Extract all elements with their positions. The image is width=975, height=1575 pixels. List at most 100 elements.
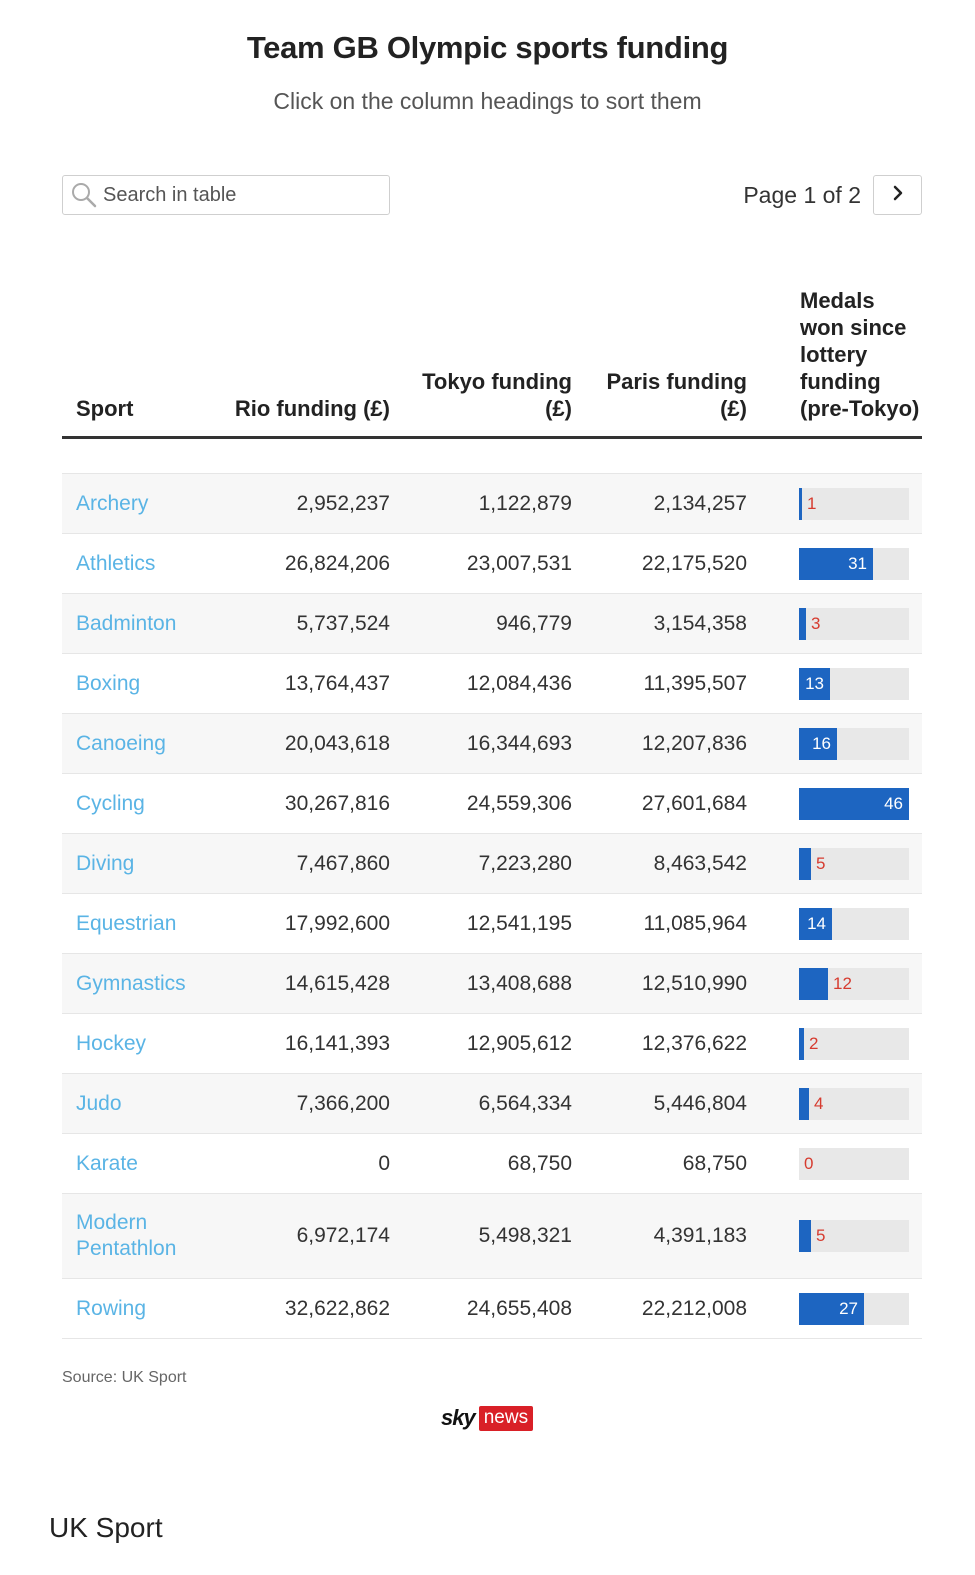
paris-funding-cell: 2,134,257 — [653, 491, 747, 515]
tokyo-funding-cell: 23,007,531 — [466, 551, 572, 575]
tokyo-funding-cell: 1,122,879 — [478, 491, 572, 515]
paris-funding-cell: 5,446,804 — [653, 1091, 747, 1115]
sport-link[interactable]: Equestrian — [76, 911, 177, 935]
medals-value: 1 — [807, 493, 817, 513]
next-page-button[interactable] — [873, 175, 922, 215]
medals-cell: 1 — [799, 474, 909, 533]
rio-funding-cell: 6,972,174 — [296, 1224, 390, 1247]
medals-cell: 4 — [799, 1074, 909, 1133]
paris-funding-cell: 22,175,520 — [641, 551, 747, 575]
table-row: Modern Pentathlon 6,972,174 5,498,321 4,391… — [62, 1194, 922, 1279]
rio-funding-cell: 2,952,237 — [296, 491, 390, 515]
tokyo-funding-cell: 12,084,436 — [466, 671, 572, 695]
table-row: Diving 7,467,860 7,223,280 8,463,542 5 — [62, 834, 922, 894]
rio-funding-cell: 14,615,428 — [284, 971, 390, 995]
sport-link[interactable]: Diving — [76, 851, 135, 875]
sport-link[interactable]: Boxing — [76, 671, 141, 695]
sport-link[interactable]: Gymnastics — [76, 971, 186, 995]
medals-bar — [799, 967, 828, 1000]
column-header-medals[interactable]: Medals won since lottery funding (pre-To… — [800, 288, 920, 421]
medals-cell: 46 — [799, 774, 909, 833]
sport-link[interactable]: Judo — [76, 1091, 122, 1115]
medals-cell: 2 — [799, 1014, 909, 1073]
tokyo-funding-cell: 5,498,321 — [478, 1224, 572, 1247]
medals-bar — [799, 1220, 811, 1252]
table-header: Sport Rio funding (£) Tokyo funding (£) … — [62, 255, 922, 439]
medals-cell: 5 — [799, 834, 909, 893]
paris-funding-cell: 68,750 — [682, 1151, 747, 1175]
sport-link[interactable]: Karate — [76, 1151, 138, 1175]
medals-bar-track: 16 — [799, 727, 909, 760]
sport-link[interactable]: Hockey — [76, 1031, 147, 1055]
paris-funding-cell: 8,463,542 — [653, 851, 747, 875]
medals-cell: 12 — [799, 954, 909, 1013]
rio-funding-cell: 30,267,816 — [284, 791, 390, 815]
medals-bar — [799, 1087, 809, 1120]
medals-value: 16 — [812, 733, 831, 753]
tokyo-funding-cell: 12,541,195 — [466, 911, 572, 935]
search-input[interactable] — [103, 183, 373, 207]
medals-bar-track: 1 — [799, 487, 909, 520]
table-row: Rowing 32,622,862 24,655,408 22,212,008 27 — [62, 1279, 922, 1339]
medals-cell: 16 — [799, 714, 909, 773]
medals-bar-track: 0 — [799, 1147, 909, 1180]
medals-cell: 27 — [799, 1279, 909, 1338]
table-row: Canoeing 20,043,618 16,344,693 12,207,836 16 — [62, 714, 922, 774]
medals-bar-track: 14 — [799, 907, 909, 940]
medals-value: 0 — [804, 1153, 814, 1173]
column-header-tokyo-funding[interactable]: Tokyo funding (£) — [422, 369, 572, 421]
rio-funding-cell: 16,141,393 — [284, 1031, 390, 1055]
medals-bar — [799, 667, 830, 700]
medals-value: 12 — [833, 973, 852, 993]
medals-bar-track: 5 — [799, 1220, 909, 1252]
chevron-right-icon — [891, 184, 905, 207]
sport-link[interactable]: Archery — [76, 491, 149, 515]
source-note: Source: UK Sport — [62, 1369, 187, 1386]
medals-bar-track: 31 — [799, 547, 909, 580]
rio-funding-cell: 13,764,437 — [284, 671, 390, 695]
table-row: Boxing 13,764,437 12,084,436 11,395,507 13 — [62, 654, 922, 714]
sport-link[interactable]: Badminton — [76, 611, 177, 635]
tokyo-funding-cell: 24,655,408 — [466, 1296, 572, 1320]
logo-sky-text: sky — [441, 1405, 476, 1430]
medals-bar — [799, 547, 873, 580]
medals-value: 5 — [816, 853, 826, 873]
medals-bar-track: 2 — [799, 1027, 909, 1060]
search-box[interactable] — [62, 175, 390, 215]
paris-funding-cell: 27,601,684 — [641, 791, 747, 815]
medals-bar — [799, 787, 909, 820]
table-row: Karate 0 68,750 68,750 0 — [62, 1134, 922, 1194]
rio-funding-cell: 20,043,618 — [284, 731, 390, 755]
table-row: Hockey 16,141,393 12,905,612 12,376,622 2 — [62, 1014, 922, 1074]
medals-bar-track: 3 — [799, 607, 909, 640]
sport-link[interactable]: Modern Pentathlon — [76, 1211, 177, 1260]
sport-link[interactable]: Canoeing — [76, 731, 166, 755]
sport-link[interactable]: Cycling — [76, 791, 145, 815]
medals-value: 27 — [839, 1298, 858, 1318]
table-row: Badminton 5,737,524 946,779 3,154,358 3 — [62, 594, 922, 654]
medals-value: 46 — [884, 793, 903, 813]
sport-link[interactable]: Rowing — [76, 1296, 147, 1320]
medals-bar — [799, 487, 802, 520]
medals-bar — [799, 1292, 864, 1325]
chart-subtitle: Click on the column headings to sort the… — [273, 88, 702, 114]
medals-cell: 14 — [799, 894, 909, 953]
medals-value: 3 — [811, 613, 821, 633]
column-header-sport[interactable]: Sport — [76, 396, 134, 421]
table-row: Archery 2,952,237 1,122,879 2,134,257 1 — [62, 474, 922, 534]
column-header-rio-funding[interactable]: Rio funding (£) — [234, 396, 390, 421]
table-row: Gymnastics 14,615,428 13,408,688 12,510,990… — [62, 954, 922, 1014]
medals-cell: 3 — [799, 594, 909, 653]
table-row: Equestrian 17,992,600 12,541,195 11,085,964… — [62, 894, 922, 954]
medals-bar — [799, 847, 811, 880]
sport-link[interactable]: Athletics — [76, 551, 156, 575]
column-header-paris-funding[interactable]: Paris funding (£) — [606, 369, 747, 421]
tokyo-funding-cell: 16,344,693 — [466, 731, 572, 755]
rio-funding-cell: 32,622,862 — [284, 1296, 390, 1320]
medals-value: 2 — [809, 1033, 819, 1053]
chart-title: Team GB Olympic sports funding — [246, 30, 729, 65]
logo-news-text: news — [478, 1405, 534, 1431]
search-icon — [63, 175, 103, 215]
paris-funding-cell: 12,207,836 — [641, 731, 747, 755]
medals-bar — [799, 907, 832, 940]
